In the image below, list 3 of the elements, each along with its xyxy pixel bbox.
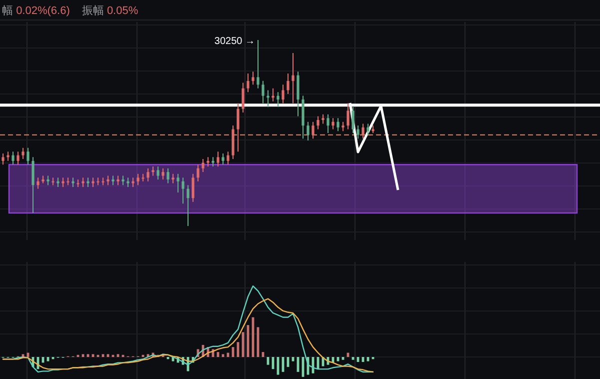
text: 振幅 0.05% [82,5,138,17]
text: 幅 0.02%(6.6) [2,5,70,17]
annotation: 30250 → [214,36,255,47]
